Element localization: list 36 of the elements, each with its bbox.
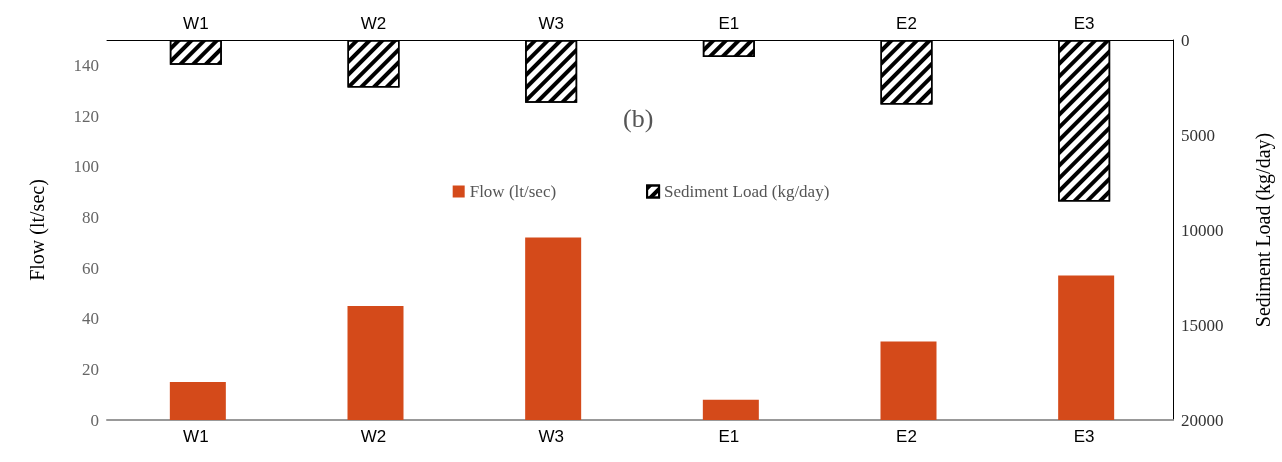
y2-tick-label: 10000 (1181, 220, 1224, 240)
y-axis-title: Flow (lt/sec) (26, 179, 49, 281)
category-label: E1 (718, 427, 740, 446)
category-label: E3 (1073, 427, 1095, 446)
y-tick-label: 140 (73, 55, 99, 75)
x-tick-label: E3 (1073, 14, 1095, 33)
category-label: W3 (538, 427, 564, 446)
y-tick-label: 80 (82, 207, 99, 227)
bar (702, 399, 759, 420)
category-label: E2 (896, 427, 917, 446)
x-tick-label: W1 (183, 14, 209, 33)
bar (525, 237, 582, 420)
y-tick-label: 100 (73, 157, 99, 177)
y2-tick-label: 5000 (1181, 125, 1215, 145)
bar (347, 306, 404, 420)
y2-tick-label: 20000 (1181, 410, 1224, 430)
y-tick-label: 20 (82, 359, 99, 379)
y2-tick-label: 15000 (1181, 315, 1224, 335)
bar (1058, 275, 1115, 420)
x-tick-label: W3 (538, 14, 564, 33)
y-tick-label: 0 (90, 410, 99, 430)
x-tick-label: E2 (896, 14, 917, 33)
y-tick-label: 60 (82, 258, 99, 278)
category-label: W1 (183, 427, 209, 446)
x-tick-label: W2 (360, 14, 387, 33)
x-tick-label: E1 (718, 14, 740, 33)
y2-axis-title: Sediment Load (kg/day) (1252, 132, 1275, 328)
legend-label: Flow (lt/sec) (469, 182, 557, 201)
annotation: (b) (623, 103, 654, 133)
bar (169, 382, 226, 420)
legend-label: Sediment Load (kg/day) (664, 182, 830, 201)
y2-tick-label: 0 (1181, 30, 1190, 50)
bar (880, 341, 937, 420)
category-label: W2 (360, 427, 387, 446)
y-tick-label: 40 (82, 309, 99, 329)
y-tick-label: 120 (73, 106, 99, 126)
